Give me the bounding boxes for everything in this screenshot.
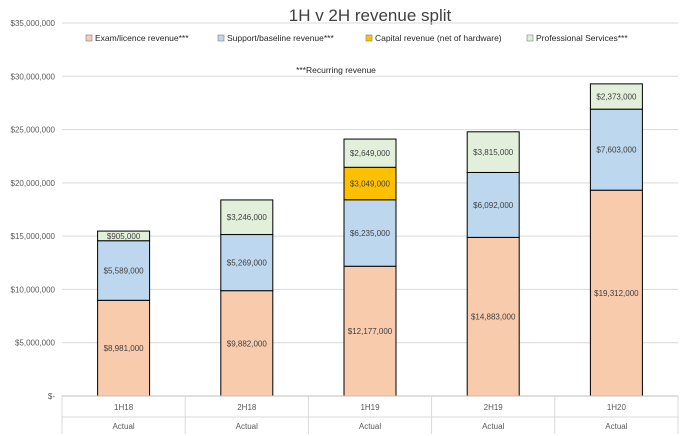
x-category-label: 1H18 — [114, 403, 134, 412]
data-label: $12,177,000 — [348, 327, 393, 336]
legend-swatch — [526, 34, 534, 42]
bar-segment — [343, 265, 397, 397]
data-label: $5,589,000 — [104, 267, 145, 276]
data-label: $5,269,000 — [227, 259, 268, 268]
x-subcategory-label: Actual — [236, 422, 258, 431]
data-label: $2,373,000 — [596, 93, 637, 102]
legend-swatch — [365, 34, 373, 42]
data-label: $3,246,000 — [227, 213, 268, 222]
data-label: $7,603,000 — [596, 146, 637, 155]
y-tick-label: $15,000,000 — [11, 232, 56, 241]
bar-segment — [589, 189, 643, 397]
bar-segment — [220, 234, 274, 292]
x-category-label: 2H19 — [484, 403, 504, 412]
data-label: $19,312,000 — [594, 289, 639, 298]
data-label: $6,092,000 — [473, 201, 514, 210]
x-subcategory-label: Actual — [112, 422, 134, 431]
bar-segment — [343, 199, 397, 267]
legend-label: Professional Services*** — [536, 33, 628, 43]
legend-label: Support/baseline revenue*** — [227, 33, 334, 43]
y-tick-label: $10,000,000 — [11, 285, 56, 294]
legend-label: Capital revenue (net of hardware) — [375, 33, 502, 43]
x-subcategory-label: Actual — [359, 422, 381, 431]
y-tick-label: $5,000,000 — [15, 339, 56, 348]
legend-swatch — [85, 34, 93, 42]
bar-segment — [343, 138, 397, 168]
bar-segment — [97, 240, 151, 301]
legend-swatch — [217, 34, 225, 42]
data-label: $905,000 — [107, 232, 141, 241]
y-tick-label: $30,000,000 — [11, 72, 56, 81]
chart-title: 1H v 2H revenue split — [289, 6, 452, 25]
y-tick-label: $35,000,000 — [11, 19, 56, 28]
y-tick-label: $- — [48, 392, 55, 401]
y-axis: $- $5,000,000 $10,000,000 $15,000,000 $20,00… — [11, 19, 56, 401]
data-label: $3,815,000 — [473, 148, 514, 157]
data-label: $8,981,000 — [104, 344, 145, 353]
y-tick-label: $20,000,000 — [11, 179, 56, 188]
x-category-label: 2H18 — [237, 403, 257, 412]
data-label: $3,049,000 — [350, 180, 391, 189]
data-label: $14,883,000 — [471, 313, 516, 322]
x-category-label: 1H20 — [607, 403, 627, 412]
data-label: $9,882,000 — [227, 339, 268, 348]
data-label: $6,235,000 — [350, 229, 391, 238]
legend-label: Exam/licence revenue*** — [95, 33, 189, 43]
bar-segment — [343, 166, 397, 201]
x-category-label: 1H19 — [360, 403, 380, 412]
x-subcategory-label: Actual — [482, 422, 504, 431]
bars: $8,981,000 $5,589,000 $905,000 $9,882,000 $5… — [97, 83, 643, 397]
x-subcategory-label: Actual — [605, 422, 627, 431]
bar-segment — [220, 199, 274, 236]
bar-segment — [589, 83, 643, 110]
bar-segment — [589, 108, 643, 191]
legend: Exam/licence revenue*** Support/baseline … — [85, 33, 628, 43]
x-axis: 1H18 Actual 2H18 Actual 1H19 Actual 2H19 Actual… — [61, 395, 679, 434]
bar-segment — [466, 171, 520, 238]
data-label: $2,649,000 — [350, 149, 391, 158]
recurring-revenue-note: ***Recurring revenue — [296, 65, 376, 75]
bar-segment — [466, 131, 520, 173]
y-tick-label: $25,000,000 — [11, 126, 56, 135]
bar-segment — [466, 236, 520, 397]
bar-segment — [97, 230, 151, 242]
